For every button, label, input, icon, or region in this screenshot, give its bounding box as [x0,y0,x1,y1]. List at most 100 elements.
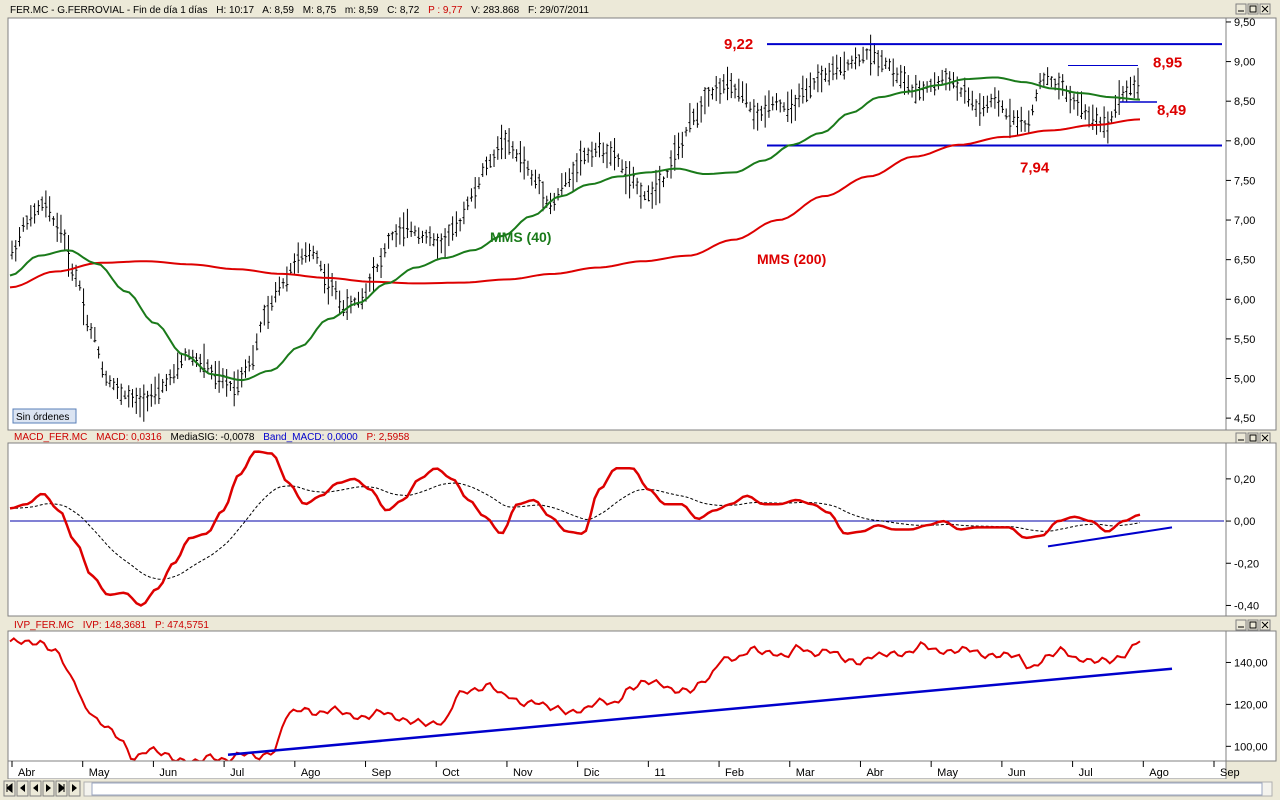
price-bar [1012,110,1016,125]
price-bar [383,243,387,258]
price-bar [319,260,323,272]
price-bar [44,190,48,218]
price-bar [236,369,240,396]
price-bar [262,304,266,326]
price-bar [1110,111,1114,123]
price-bar [985,95,989,113]
price-bar [443,228,447,258]
ivp-tick-label: 140,00 [1234,657,1268,669]
month-label: Dic [584,767,600,779]
price-bar [771,96,775,111]
price-bar [477,177,481,190]
price-bar [402,212,406,247]
price-bar [560,173,564,197]
price-tick-label: 6,50 [1234,255,1255,267]
price-bar [1132,75,1136,99]
annotation-mms200: MMS (200) [757,251,826,267]
price-bar [590,141,594,167]
price-bar [413,225,417,237]
price-bar [29,205,33,227]
price-panel: FER.MC - G.FERROVIAL - Fin de día 1 días… [7,3,1277,431]
price-bar [940,69,944,86]
price-tick-label: 6,00 [1234,294,1255,306]
price-bar [586,147,590,163]
price-bar [989,93,993,108]
price-bar [240,367,244,388]
price-bar [695,102,699,128]
price-bar [1031,104,1035,116]
maximize-icon[interactable] [1247,432,1259,444]
price-bar [270,295,274,311]
month-label: Ago [1149,767,1169,779]
price-bar [624,161,628,195]
price-bar [360,288,364,310]
price-bar [1046,67,1050,86]
price-bar [522,146,526,180]
price-bar [718,78,722,104]
price-bar [157,373,161,404]
scrollbar[interactable] [0,779,1280,800]
panel-buttons-ivp[interactable] [1235,619,1271,631]
price-bar [285,266,289,292]
price-bar [872,43,876,65]
price-bar [315,250,319,264]
annotation-849: 8,49 [1157,102,1186,119]
price-bar [665,169,669,178]
price-bar [530,169,534,186]
price-bar [951,72,955,89]
price-bar [609,141,613,166]
minimize-icon[interactable] [1235,619,1247,631]
x-month-labels: Abr May Jun Jul Ago Sep Oct Nov Dic 11 Feb Mar Abr Ma… [11,761,1240,779]
macd-value: MACD: 0,0316 [96,432,162,443]
price-tick-label: 7,00 [1234,215,1255,227]
price-tick-label: 9,50 [1234,17,1255,29]
price-bar [729,73,733,99]
minimize-icon[interactable] [1235,432,1247,444]
price-bar [1034,89,1038,102]
ivp-y-axis [1225,630,1277,762]
price-bar [579,140,583,176]
scroll-thumb[interactable] [91,782,1263,796]
price-bar [127,385,131,408]
month-label: 11 [654,767,665,779]
price-bar [978,93,982,126]
price-bar [699,96,703,123]
price-bar [567,168,571,188]
price-bar [763,95,767,128]
price-bar [85,314,89,332]
price-bar [646,185,650,202]
macd-y-axis [1225,442,1277,617]
price-bar [82,288,86,326]
price-bar [89,323,93,339]
price-bar [1136,67,1140,100]
maximize-icon[interactable] [1247,3,1259,15]
price-bar [266,295,270,329]
price-bar [677,132,681,160]
price-bar [503,130,507,159]
price-bar [1057,72,1061,100]
price-bar [1102,106,1106,138]
ivp-tick-label: 120,00 [1234,699,1268,711]
panel-buttons-price[interactable] [1235,3,1271,15]
mms200-line [9,118,1141,289]
price-bar [820,65,824,93]
panel-buttons-macd[interactable] [1235,432,1271,444]
price-bar [541,181,545,212]
price-bar [466,196,470,211]
price-bar [251,345,255,370]
price-bar [808,72,812,99]
maximize-icon[interactable] [1247,619,1259,631]
price-bar [511,141,515,159]
price-bar [179,352,183,369]
price-y-ticks: 9,50 9,00 8,50 8,00 7,50 7,00 6,50 6,00 5,50 5,00… [1226,17,1255,425]
price-bar [831,56,835,81]
price-bar [195,353,199,367]
minimize-icon[interactable] [1235,3,1247,15]
sin-ordenes-badge[interactable]: Sin órdenes [12,408,77,424]
price-bar [850,55,854,69]
price-bar [432,233,436,247]
price-m: M: 8,75 [303,5,337,16]
macd-tick-label: 0,00 [1234,516,1255,528]
price-bar [123,390,127,400]
